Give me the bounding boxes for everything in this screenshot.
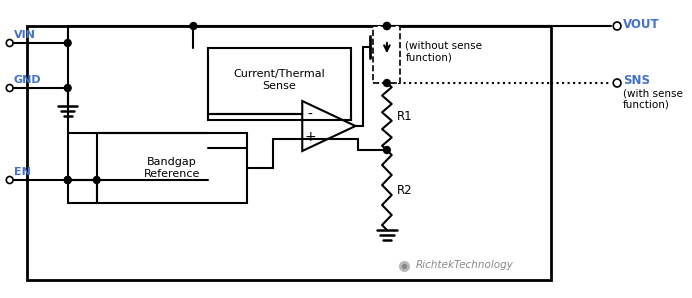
Circle shape xyxy=(6,176,13,184)
Circle shape xyxy=(64,176,71,184)
Text: +: + xyxy=(304,130,316,144)
Text: (without sense
function): (without sense function) xyxy=(406,41,482,63)
Circle shape xyxy=(64,176,71,184)
Text: SNS: SNS xyxy=(623,74,650,88)
Text: R1: R1 xyxy=(397,110,412,123)
Text: Bandgap
Reference: Bandgap Reference xyxy=(143,157,200,179)
Text: R2: R2 xyxy=(397,184,412,196)
Text: RichtekTechnology: RichtekTechnology xyxy=(416,260,513,270)
Text: EN: EN xyxy=(14,167,30,177)
Bar xyxy=(374,26,401,83)
Circle shape xyxy=(93,176,100,184)
Circle shape xyxy=(6,85,13,91)
Text: -: - xyxy=(308,108,313,122)
Text: VIN: VIN xyxy=(14,30,35,40)
Circle shape xyxy=(383,147,390,153)
Circle shape xyxy=(383,23,390,30)
Bar xyxy=(208,48,351,120)
Circle shape xyxy=(190,23,197,30)
Circle shape xyxy=(6,40,13,46)
Bar xyxy=(27,26,552,280)
Text: Current/Thermal
Sense: Current/Thermal Sense xyxy=(234,69,325,91)
Bar xyxy=(97,133,246,203)
Circle shape xyxy=(383,80,390,86)
Circle shape xyxy=(613,22,621,30)
Circle shape xyxy=(613,79,621,87)
Text: (with sense
function): (with sense function) xyxy=(623,88,683,110)
Text: GND: GND xyxy=(14,75,41,85)
Circle shape xyxy=(64,40,71,46)
Text: VOUT: VOUT xyxy=(623,18,659,30)
Circle shape xyxy=(383,23,390,30)
Circle shape xyxy=(64,85,71,91)
